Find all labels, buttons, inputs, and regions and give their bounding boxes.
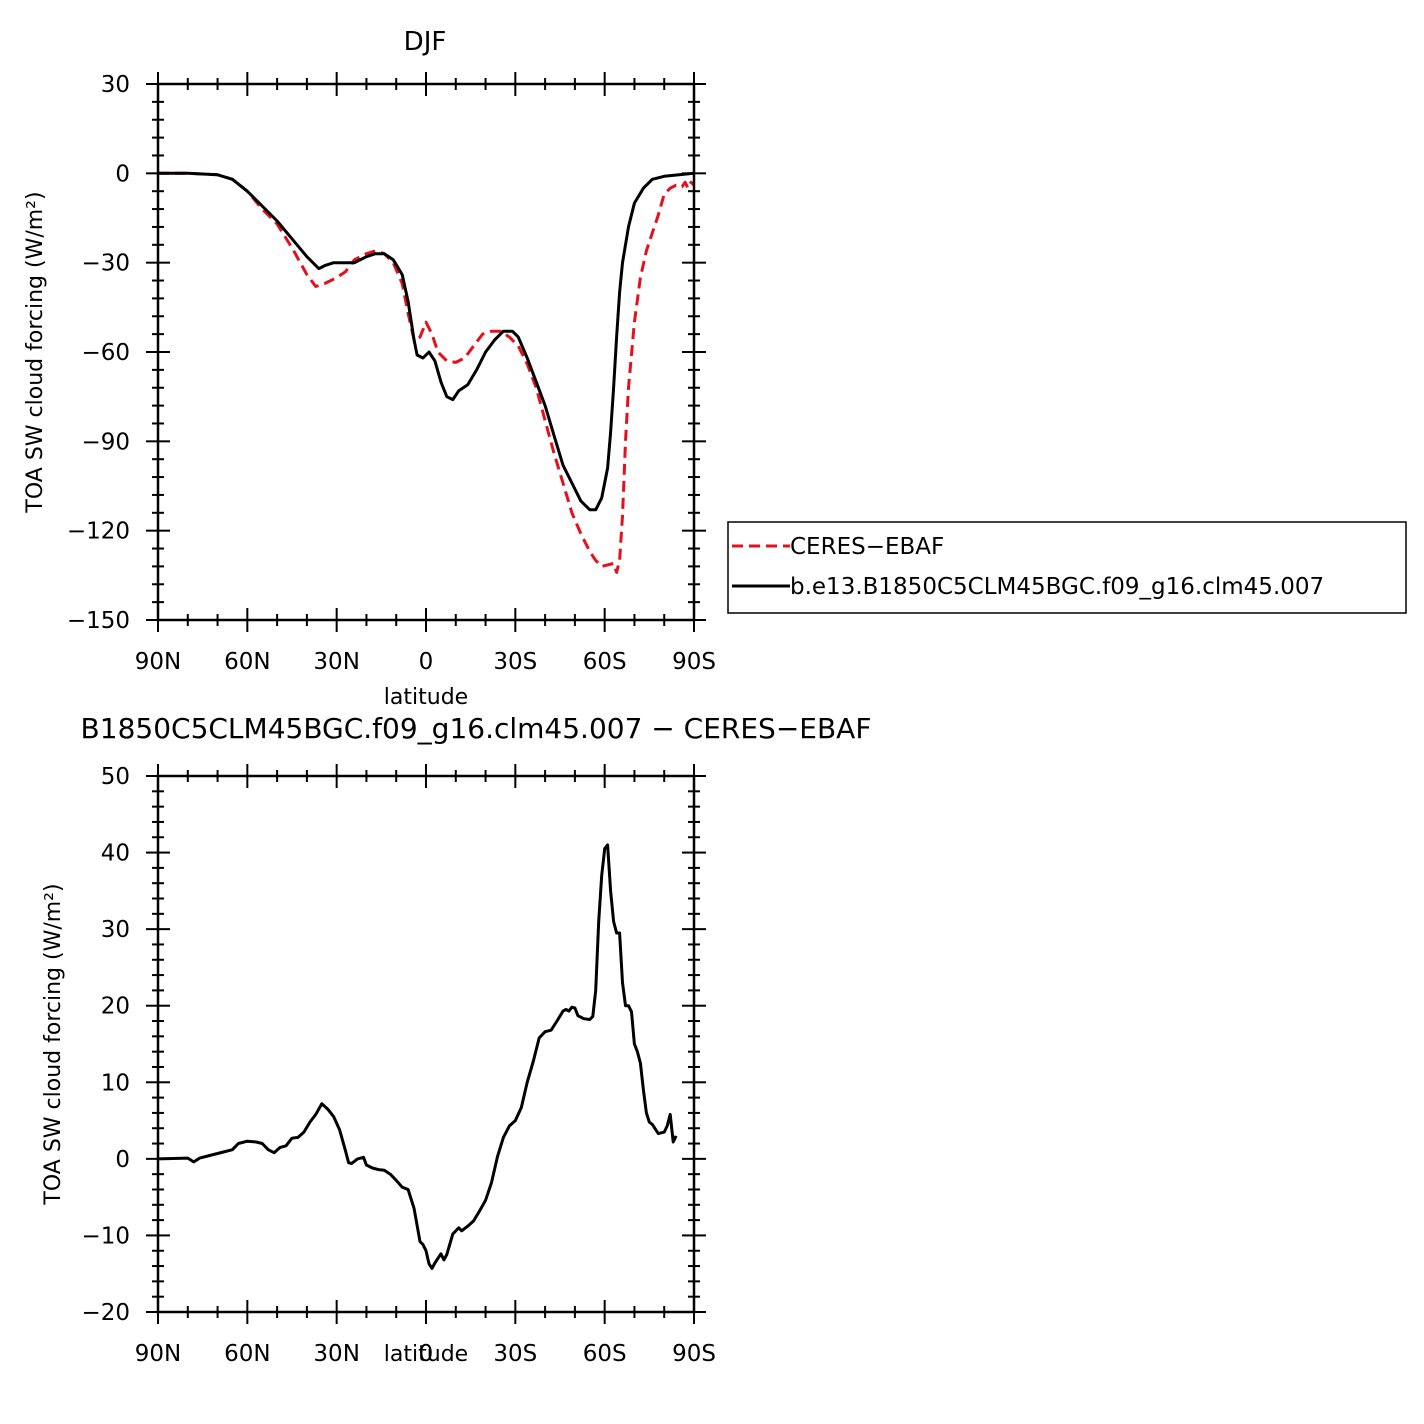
y-tick-label: 0 [115, 1147, 130, 1173]
y-tick-label: 0 [115, 161, 130, 187]
y-axis-title: TOA SW cloud forcing (W/m²) [41, 883, 66, 1205]
x-tick-label: 0 [419, 1341, 434, 1367]
plot-frame [156, 82, 696, 622]
chart-title: B1850C5CLM45BGC.f09_g16.clm45.007 − CERE… [81, 712, 872, 745]
chart-title: DJF [404, 27, 447, 57]
legend-box [727, 521, 1407, 614]
x-tick-label: 90N [135, 649, 181, 675]
series-line-difference [158, 843, 678, 1270]
x-tick-label: 60S [583, 1341, 627, 1367]
plot-frame [156, 774, 696, 1314]
x-tick-label: 60N [224, 649, 270, 675]
y-tick-label: −120 [67, 519, 130, 545]
x-tick-label: 0 [419, 649, 434, 675]
bottom-panel-difference: B1850C5CLM45BGC.f09_g16.clm45.007 − CERE… [41, 712, 871, 1367]
y-tick-label: 30 [101, 917, 130, 943]
legend: CERES−EBAF b.e13.B1850C5CLM45BGC.f09_g16.… [727, 521, 1407, 614]
x-tick-label: 60S [583, 649, 627, 675]
x-tick-label: 30S [493, 1341, 537, 1367]
x-tick-label: 60N [224, 1341, 270, 1367]
x-axis-title: latitude [384, 1342, 468, 1367]
y-tick-label: −20 [81, 1300, 130, 1326]
x-tick-label: 90S [672, 649, 716, 675]
y-tick-label: −150 [67, 608, 130, 634]
y-tick-label: −30 [81, 251, 130, 277]
series-line-ceres-ebaf [158, 171, 694, 574]
top-panel-djf: DJF 90N 60N 30N 0 30S 60S 90S 30 0 −30 −60 −90 −120 −1… [23, 27, 716, 710]
y-tick-label: −10 [81, 1223, 130, 1249]
y-tick-label: −60 [81, 340, 130, 366]
y-tick-label: 10 [101, 1070, 130, 1096]
y-tick-label: −90 [81, 429, 130, 455]
y-tick-label: 20 [101, 994, 130, 1020]
x-tick-label: 90N [135, 1341, 181, 1367]
x-axis-title: latitude [384, 685, 468, 710]
series-line-model [158, 171, 694, 512]
y-axis-title: TOA SW cloud forcing (W/m²) [23, 191, 48, 513]
legend-label: CERES−EBAF [790, 534, 944, 560]
x-tick-label: 90S [672, 1341, 716, 1367]
x-tick-label: 30N [313, 1341, 359, 1367]
x-tick-label: 30N [313, 649, 359, 675]
y-tick-label: 50 [101, 764, 130, 790]
y-tick-label: 30 [101, 72, 130, 98]
legend-label: b.e13.B1850C5CLM45BGC.f09_g16.clm45.007 [790, 574, 1324, 600]
x-tick-label: 30S [493, 649, 537, 675]
y-tick-label: 40 [101, 841, 130, 867]
